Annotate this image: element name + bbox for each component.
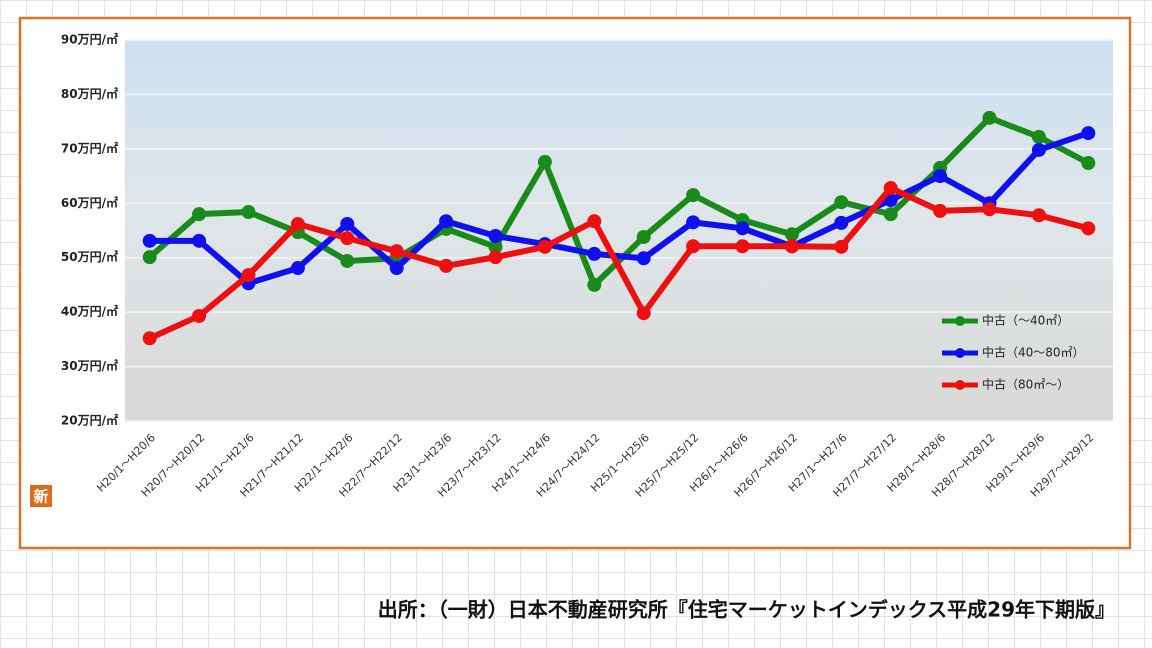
data-point <box>241 268 256 283</box>
y-tick-label: 60万円/㎡ <box>61 195 118 210</box>
data-point <box>834 239 849 254</box>
data-point <box>686 215 701 230</box>
data-point <box>488 250 503 265</box>
data-point <box>1081 156 1096 171</box>
y-tick-label: 70万円/㎡ <box>61 140 118 155</box>
data-point <box>982 110 997 125</box>
plot-background <box>125 40 1113 421</box>
data-point <box>142 250 157 265</box>
data-point <box>439 214 454 229</box>
y-tick-label: 90万円/㎡ <box>61 32 118 47</box>
data-point <box>587 277 602 292</box>
badge: 新 <box>33 488 48 506</box>
legend-marker <box>955 316 965 326</box>
data-point <box>1081 221 1096 236</box>
y-tick-label: 80万円/㎡ <box>61 86 118 101</box>
data-point <box>192 233 207 248</box>
data-point <box>636 306 651 321</box>
data-point <box>1081 126 1096 141</box>
data-point <box>883 181 898 196</box>
data-point <box>488 239 503 254</box>
data-point <box>537 154 552 169</box>
data-point <box>389 244 404 259</box>
data-point <box>340 231 355 246</box>
data-point <box>192 207 207 222</box>
data-point <box>142 233 157 248</box>
data-point <box>735 239 750 254</box>
data-point <box>537 239 552 254</box>
data-point <box>735 221 750 236</box>
data-point <box>834 195 849 210</box>
data-point <box>883 207 898 222</box>
data-point <box>686 188 701 203</box>
y-tick-label: 50万円/㎡ <box>61 249 118 264</box>
data-point <box>933 169 948 184</box>
data-point <box>389 261 404 276</box>
y-tick-label: 30万円/㎡ <box>61 358 118 373</box>
source-note: 出所：（一財）日本不動産研究所『住宅マーケットインデックス平成29年下期版』 <box>378 598 1115 622</box>
data-point <box>834 215 849 230</box>
data-point <box>142 331 157 346</box>
data-point <box>636 230 651 245</box>
legend-marker <box>955 380 965 390</box>
data-point <box>439 258 454 273</box>
legend-label: 中古（～40㎡） <box>982 313 1069 328</box>
y-tick-label: 40万円/㎡ <box>61 304 118 319</box>
data-point <box>290 261 305 276</box>
data-point <box>1031 208 1046 223</box>
series-line <box>148 185 1090 342</box>
data-point <box>340 216 355 231</box>
data-point <box>933 203 948 218</box>
data-point <box>587 214 602 229</box>
legend-label: 中古（80㎡～） <box>982 377 1069 392</box>
data-point <box>982 202 997 217</box>
legend-marker <box>955 348 965 358</box>
data-point <box>587 246 602 261</box>
data-point <box>686 239 701 254</box>
data-point <box>340 253 355 268</box>
data-point <box>488 228 503 243</box>
series-line <box>149 130 1090 287</box>
y-tick-label: 20万円/㎡ <box>61 413 118 428</box>
legend-label: 中古（40～80㎡） <box>982 345 1085 360</box>
data-point <box>1031 129 1046 144</box>
data-point <box>636 251 651 266</box>
data-point <box>784 227 799 242</box>
data-point <box>290 216 305 231</box>
data-point <box>241 204 256 219</box>
data-point <box>1031 142 1046 157</box>
data-point <box>192 308 207 323</box>
data-point <box>784 239 799 254</box>
badge-box <box>30 485 52 507</box>
